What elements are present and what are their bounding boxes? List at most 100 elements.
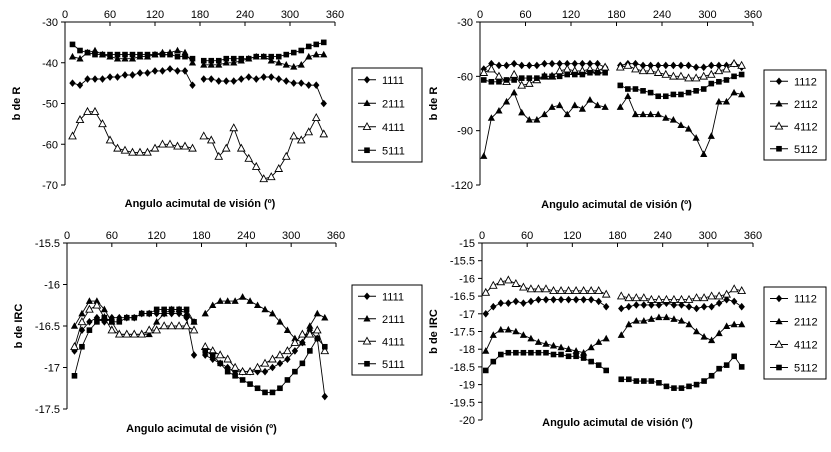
data-point: [76, 81, 84, 89]
data-point: [686, 383, 692, 390]
x-tick-label: 0: [64, 230, 70, 242]
data-point: [701, 378, 707, 384]
data-point: [669, 294, 679, 303]
data-point: [84, 49, 91, 56]
data-point: [640, 317, 648, 324]
data-point: [663, 383, 670, 390]
data-point: [623, 60, 633, 69]
data-point: [700, 150, 708, 158]
data-point: [122, 51, 128, 58]
data-point: [655, 301, 663, 309]
data-point: [662, 114, 670, 121]
data-point: [617, 331, 625, 338]
data-point: [541, 59, 548, 68]
data-point: [715, 329, 723, 337]
data-point: [281, 151, 291, 160]
legend-box: [763, 69, 827, 161]
data-point: [99, 51, 106, 58]
data-point: [480, 77, 487, 83]
data-point: [146, 310, 152, 317]
data-point: [215, 77, 222, 85]
data-point: [706, 69, 716, 78]
data-point: [541, 73, 548, 80]
data-point: [275, 75, 282, 83]
data-point: [94, 319, 100, 325]
y-tick-label: -16.5: [450, 291, 475, 303]
legend-marker: [363, 292, 371, 301]
x-tick-label: 300: [699, 230, 717, 242]
data-point: [556, 286, 566, 295]
data-point: [513, 349, 519, 356]
data-point: [183, 313, 190, 322]
data-point: [312, 325, 322, 334]
data-point: [238, 55, 245, 62]
data-point: [207, 60, 215, 68]
data-point: [707, 291, 716, 300]
legend-label: 4112: [794, 340, 818, 352]
data-point: [497, 299, 505, 307]
data-point: [215, 350, 225, 359]
legend-box: [351, 67, 423, 163]
data-point: [618, 304, 625, 313]
data-point: [153, 318, 161, 325]
data-point: [182, 309, 191, 317]
data-point: [304, 127, 314, 136]
data-point: [595, 362, 602, 368]
data-point: [245, 73, 252, 81]
legend-label: 2112: [794, 317, 818, 329]
y-axis-title: b de R: [11, 87, 23, 121]
data-point: [715, 97, 723, 105]
data-point: [208, 57, 215, 64]
data-point: [548, 103, 556, 110]
data-point: [533, 61, 541, 70]
data-point: [602, 69, 608, 76]
y-axis-title: b de IRC: [428, 309, 440, 354]
data-point: [158, 139, 167, 148]
data-point: [69, 41, 76, 48]
data-point: [633, 301, 640, 309]
data-point: [183, 306, 190, 313]
y-tick-label: -70: [42, 180, 58, 192]
data-point: [632, 86, 639, 92]
data-point: [510, 88, 518, 96]
data-point: [159, 51, 166, 58]
data-point: [209, 355, 216, 363]
data-point: [268, 73, 275, 81]
data-point: [262, 389, 268, 396]
data-point: [181, 67, 189, 75]
legend-box: [351, 284, 423, 376]
data-point: [283, 77, 290, 85]
data-point: [497, 325, 505, 333]
data-point: [518, 61, 525, 70]
data-point: [670, 61, 677, 70]
data-point: [145, 330, 153, 338]
data-point: [625, 320, 633, 328]
data-point: [113, 143, 122, 152]
series-4111: [70, 300, 330, 375]
data-point: [542, 295, 550, 304]
data-point: [714, 66, 724, 75]
data-point: [253, 301, 262, 309]
data-point: [572, 347, 580, 354]
data-point: [90, 106, 100, 115]
data-point: [520, 299, 527, 307]
data-point: [91, 46, 99, 54]
data-point: [549, 73, 555, 80]
data-point: [215, 57, 222, 64]
data-point: [731, 73, 737, 80]
data-point: [77, 47, 83, 54]
data-point: [603, 367, 610, 374]
data-point: [78, 309, 86, 317]
legend-marker: [776, 364, 782, 371]
data-point: [238, 293, 247, 300]
data-point: [107, 325, 117, 334]
data-point: [131, 314, 138, 321]
data-point: [646, 66, 655, 75]
legend-marker: [362, 122, 372, 131]
y-tick-label: -17: [44, 363, 60, 375]
data-point: [693, 304, 700, 313]
data-point: [655, 61, 662, 70]
data-point: [625, 376, 632, 383]
data-point: [558, 351, 564, 358]
data-point: [533, 116, 541, 123]
